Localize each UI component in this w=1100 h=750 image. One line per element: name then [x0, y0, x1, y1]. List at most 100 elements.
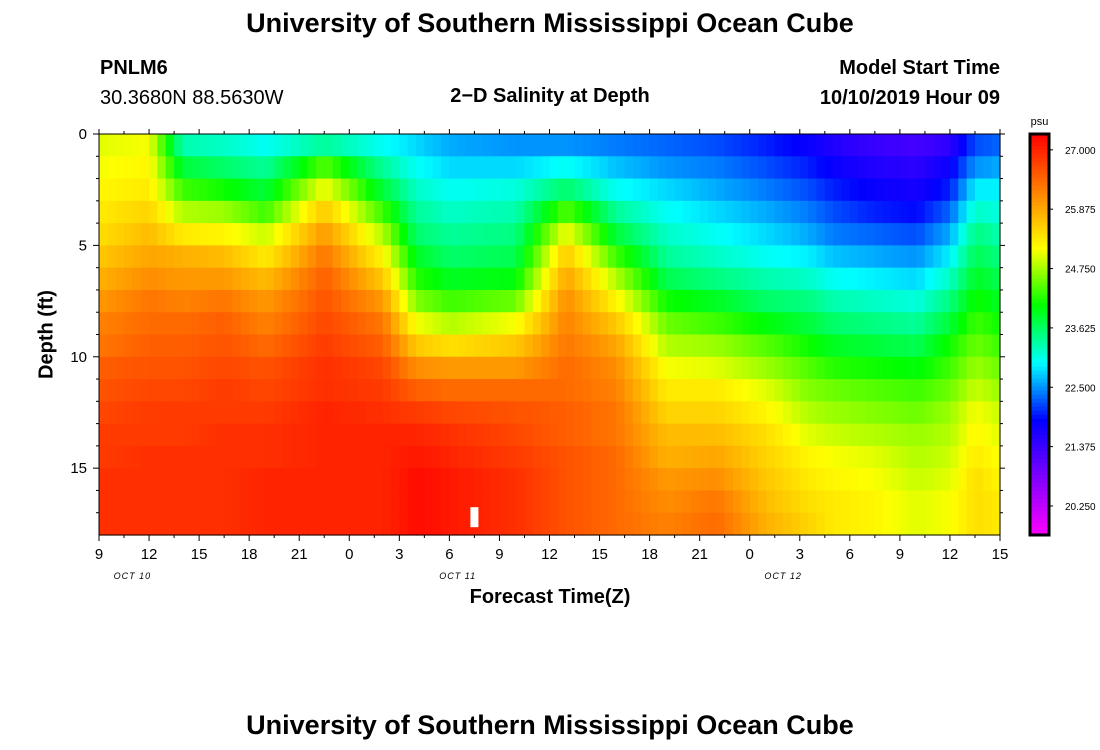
- heatmap-cell: [466, 289, 476, 313]
- colorbar-segment: [1030, 422, 1049, 428]
- heatmap-cell: [524, 289, 534, 313]
- heatmap-cell: [541, 468, 551, 492]
- heatmap-cell: [491, 468, 501, 492]
- heatmap-cell: [532, 356, 542, 380]
- heatmap-cell: [808, 289, 818, 313]
- heatmap-cell: [390, 490, 400, 514]
- heatmap-cell: [791, 379, 801, 402]
- heatmap-cell: [357, 401, 367, 425]
- heatmap-cell: [416, 312, 425, 336]
- heatmap-cell: [916, 200, 926, 224]
- heatmap-cell: [908, 468, 918, 492]
- heatmap-cell: [224, 423, 234, 447]
- heatmap-cell: [474, 379, 484, 402]
- heatmap-cell: [207, 267, 217, 291]
- heatmap-cell: [107, 512, 117, 536]
- heatmap-cell: [416, 401, 425, 425]
- heatmap-cell: [199, 356, 209, 380]
- heatmap-cell: [532, 334, 542, 358]
- colorbar-segment: [1030, 238, 1049, 243]
- colorbar-tick-label: 27.000: [1065, 146, 1096, 157]
- heatmap-cell: [140, 468, 150, 492]
- heatmap-cell: [424, 490, 434, 514]
- heatmap-cell: [549, 356, 559, 380]
- heatmap-cell: [357, 423, 367, 447]
- heatmap-cell: [799, 401, 809, 425]
- heatmap-cell: [682, 200, 692, 224]
- heatmap-cell: [599, 156, 609, 180]
- heatmap-cell: [174, 134, 184, 157]
- heatmap-cell: [315, 401, 325, 425]
- colorbar-segment: [1030, 230, 1049, 235]
- heatmap-cell: [499, 267, 509, 291]
- heatmap-cell: [949, 289, 959, 313]
- heatmap-cell: [724, 379, 734, 402]
- heatmap-cell: [357, 134, 367, 157]
- heatmap-cell: [290, 200, 300, 224]
- heatmap-cell: [324, 134, 334, 157]
- colorbar-segment: [1030, 302, 1049, 308]
- heatmap-cell: [516, 468, 526, 492]
- heatmap-cell: [240, 423, 250, 447]
- heatmap-cell: [983, 490, 993, 514]
- heatmap-cell: [357, 356, 367, 380]
- heatmap-cell: [566, 423, 576, 447]
- heatmap-cell: [791, 334, 801, 358]
- heatmap-cell: [382, 468, 392, 492]
- heatmap-cell: [507, 178, 517, 202]
- heatmap-cell: [524, 245, 534, 269]
- heatmap-cell: [674, 245, 684, 269]
- heatmap-cell: [532, 178, 542, 202]
- heatmap-cell: [632, 289, 642, 313]
- heatmap-cell: [541, 423, 551, 447]
- heatmap-cell: [549, 401, 559, 425]
- heatmap-cell: [699, 379, 709, 402]
- heatmap-cell: [557, 178, 567, 202]
- heatmap-cell: [457, 178, 467, 202]
- heatmap-cell: [666, 178, 676, 202]
- heatmap-cell: [499, 178, 509, 202]
- heatmap-cell: [340, 156, 350, 180]
- station-coords: 30.3680N 88.5630W: [100, 87, 284, 109]
- heatmap-cell: [541, 379, 551, 402]
- heatmap-cell: [499, 379, 509, 402]
- heatmap-cell: [332, 312, 342, 336]
- heatmap-cell: [224, 312, 234, 336]
- heatmap-cell: [340, 445, 350, 469]
- heatmap-cell: [724, 200, 734, 224]
- heatmap-cell: [733, 445, 742, 469]
- heatmap-cell: [657, 379, 667, 402]
- heatmap-cell: [432, 223, 442, 246]
- heatmap-cell: [574, 267, 584, 291]
- heatmap-cell: [949, 468, 959, 492]
- heatmap-cell: [324, 445, 334, 469]
- heatmap-cell: [307, 356, 317, 380]
- heatmap-cell: [324, 512, 334, 536]
- heatmap-cell: [207, 334, 217, 358]
- heatmap-cell: [891, 334, 901, 358]
- heatmap-cell: [224, 512, 234, 536]
- heatmap-cell: [399, 156, 409, 180]
- heatmap-cell: [274, 245, 284, 269]
- heatmap-cell: [582, 401, 592, 425]
- heatmap-cell: [899, 200, 909, 224]
- heatmap-cell: [174, 512, 184, 536]
- colorbar-segment: [1030, 418, 1049, 424]
- heatmap-cell: [766, 356, 776, 380]
- heatmap-cell: [399, 134, 409, 157]
- heatmap-cell: [282, 468, 292, 492]
- heatmap-cell: [824, 401, 834, 425]
- heatmap-cell: [124, 490, 133, 514]
- heatmap-cell: [282, 423, 292, 447]
- heatmap-cell: [140, 445, 150, 469]
- heatmap-cell: [799, 490, 809, 514]
- colorbar-segment: [1030, 262, 1049, 267]
- heatmap-cell: [466, 134, 476, 157]
- heatmap-cell: [599, 245, 609, 269]
- colorbar-segment: [1030, 394, 1049, 400]
- heatmap-cell: [332, 490, 342, 514]
- heatmap-cell: [215, 134, 225, 157]
- heatmap-cell: [649, 134, 659, 157]
- heatmap-cell: [349, 468, 359, 492]
- heatmap-cell: [549, 490, 559, 514]
